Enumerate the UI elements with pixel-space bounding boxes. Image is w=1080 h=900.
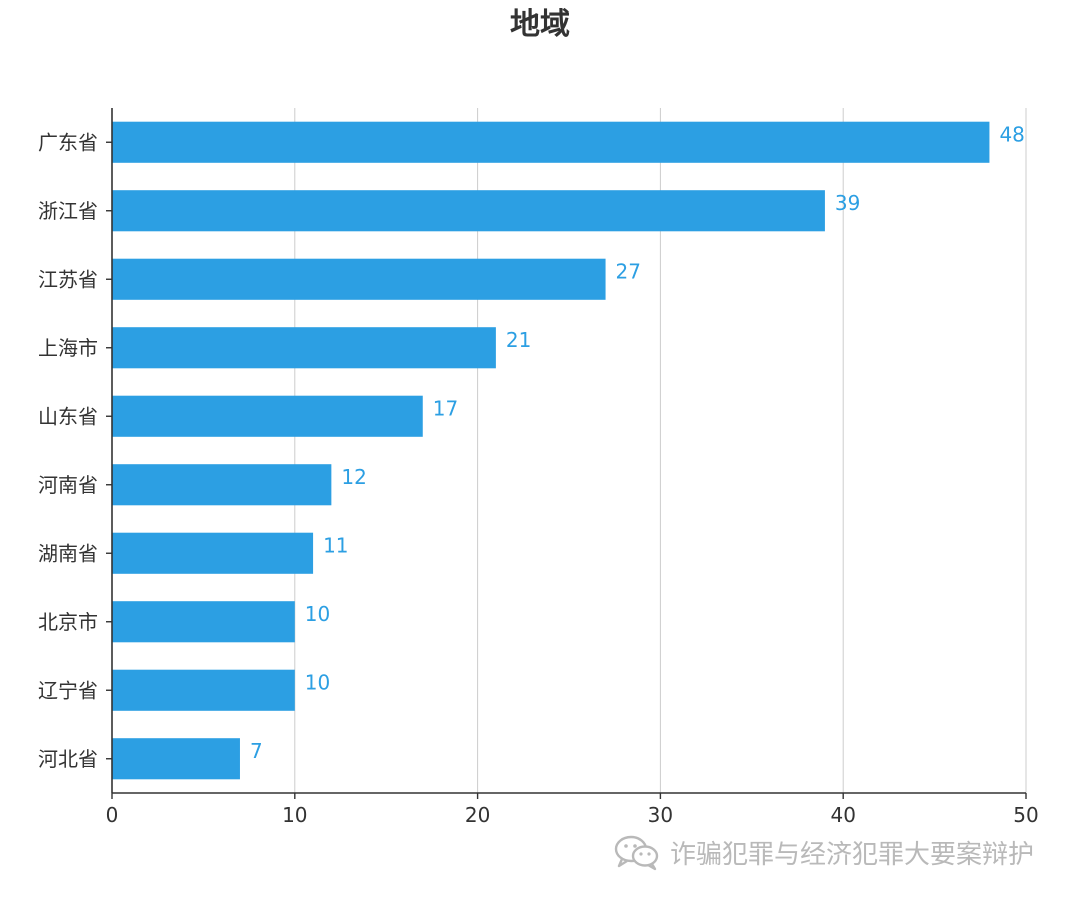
bar xyxy=(112,738,240,780)
bar xyxy=(112,464,332,506)
bar xyxy=(112,669,295,711)
x-tick-label: 20 xyxy=(465,803,490,827)
labels: 48 广东省 39 浙江省 27 江苏省 21 上海市 17 山东省 12 河南省 11 湖南省 10 北京市… xyxy=(38,122,1039,827)
category-label: 江苏省 xyxy=(38,267,98,291)
data-label: 17 xyxy=(433,396,458,420)
x-tick-label: 50 xyxy=(1013,803,1038,827)
data-label: 7 xyxy=(250,739,263,763)
x-tick-label: 0 xyxy=(106,803,119,827)
chart-title: 地域 xyxy=(510,7,570,42)
bars xyxy=(112,121,990,780)
watermark: 诈骗犯罪与经济犯罪大要案辩护 xyxy=(612,832,1034,872)
x-tick-label: 10 xyxy=(282,803,307,827)
axes xyxy=(106,108,1027,799)
data-label: 12 xyxy=(341,465,366,489)
data-label: 10 xyxy=(305,602,330,626)
category-label: 上海市 xyxy=(38,336,98,360)
category-label: 浙江省 xyxy=(38,199,98,223)
category-label: 湖南省 xyxy=(38,541,98,565)
watermark-text: 诈骗犯罪与经济犯罪大要案辩护 xyxy=(670,839,1035,870)
category-label: 北京市 xyxy=(38,610,98,634)
wechat-icon xyxy=(614,835,659,871)
category-label: 辽宁省 xyxy=(38,678,98,702)
data-label: 11 xyxy=(323,533,348,557)
bar xyxy=(112,327,496,369)
category-label: 广东省 xyxy=(38,130,98,154)
bar xyxy=(112,258,606,300)
data-label: 39 xyxy=(835,191,860,215)
x-tick-label: 30 xyxy=(648,803,673,827)
bar xyxy=(112,395,423,437)
data-label: 48 xyxy=(999,122,1024,146)
bar xyxy=(112,121,990,163)
x-tick-label: 40 xyxy=(830,803,855,827)
bar xyxy=(112,601,295,643)
category-label: 河南省 xyxy=(38,473,98,497)
data-label: 21 xyxy=(506,328,531,352)
data-label: 10 xyxy=(305,670,330,694)
data-label: 27 xyxy=(616,259,641,283)
bar xyxy=(112,532,314,574)
category-label: 河北省 xyxy=(38,747,98,771)
category-label: 山东省 xyxy=(38,404,98,428)
bar xyxy=(112,190,825,232)
